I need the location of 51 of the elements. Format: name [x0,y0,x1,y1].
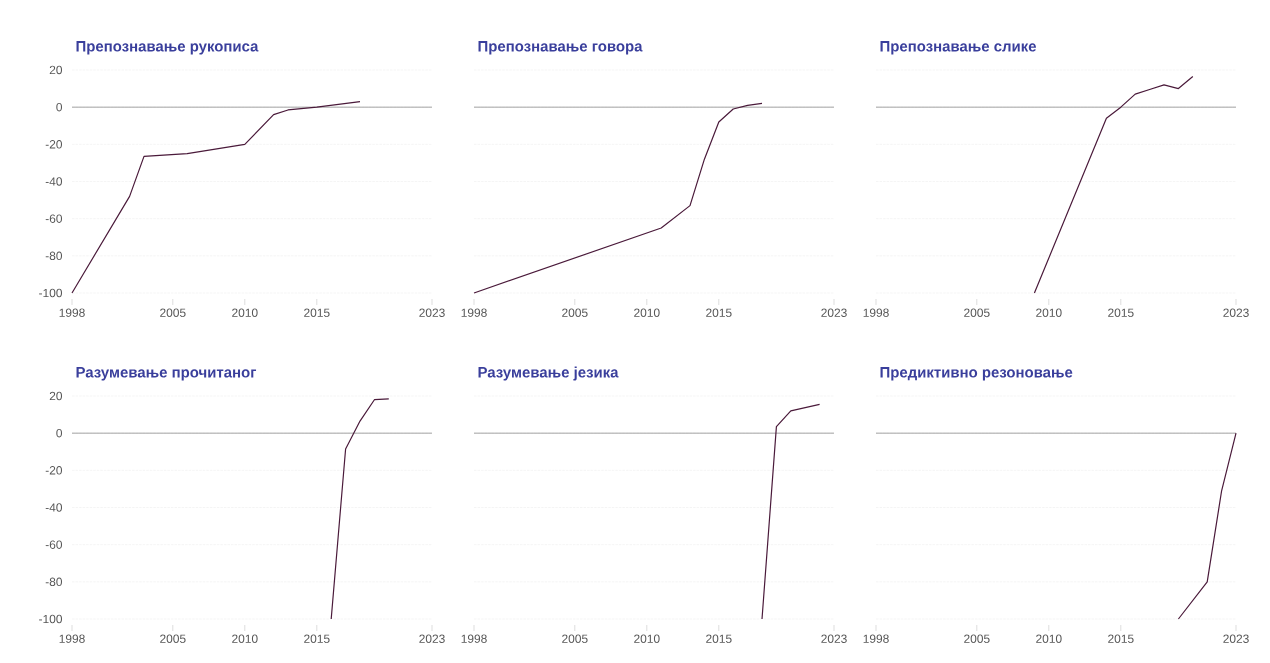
x-tick-label: 1998 [863,308,889,317]
line-series [330,398,390,620]
chart-title: Разумевање језика [478,366,619,381]
y-tick-label: -100 [39,614,63,624]
x-tick-label: 2023 [1223,634,1249,643]
y-tick-label: 20 [49,391,63,401]
x-tick-label: 2010 [1036,308,1062,317]
x-tick-label: 2010 [232,308,258,317]
x-tick-label: 2023 [419,308,445,317]
x-tick-label: 1998 [461,308,487,317]
x-tick-label: 2023 [419,634,445,643]
y-tick-label: -100 [39,288,63,298]
x-tick-label: 2015 [304,634,330,643]
y-tick-label: 0 [56,102,63,112]
x-tick-label: 1998 [59,308,85,317]
chart-title: Препознавање рукописа [76,41,259,55]
x-tick-label: 1998 [59,634,85,643]
y-tick-label: -20 [45,140,63,149]
x-tick-label: 2010 [634,308,660,317]
y-tick-label: 20 [49,65,63,75]
x-tick-label: 2015 [1108,308,1134,317]
chart-title: Разумевање прочитаног [76,367,257,381]
y-tick-label: 0 [56,428,63,438]
x-tick-label: 2005 [160,634,186,643]
x-tick-label: 2023 [1223,308,1249,317]
x-tick-label: 2015 [1108,634,1134,643]
y-tick-label: -40 [45,503,63,512]
x-tick-label: 2015 [304,308,330,317]
x-tick-label: 1998 [863,634,889,643]
y-tick-label: -60 [45,540,63,549]
x-tick-label: 2010 [232,634,258,643]
x-tick-label: 2005 [562,634,588,643]
y-tick-label: -40 [45,177,63,186]
x-tick-label: 2005 [562,308,588,317]
chart-title: Предиктивно резоновање [880,367,1073,381]
x-tick-label: 2010 [634,634,660,643]
x-tick-label: 2005 [160,308,186,317]
x-tick-label: 2010 [1036,634,1062,643]
chart-title: Препознавање говора [478,41,643,55]
x-tick-label: 2015 [706,308,732,317]
x-tick-label: 2023 [821,634,847,643]
x-tick-label: 2005 [964,634,990,643]
y-tick-label: -80 [45,251,63,261]
y-tick-label: -60 [45,214,63,223]
x-tick-label: 1998 [461,634,487,643]
y-tick-label: -80 [45,577,63,587]
x-tick-label: 2015 [706,634,732,643]
x-tick-label: 2005 [964,308,990,317]
chart-title: Препознавање слике [880,41,1036,55]
y-tick-label: -20 [45,466,63,475]
x-tick-label: 2023 [821,308,847,317]
